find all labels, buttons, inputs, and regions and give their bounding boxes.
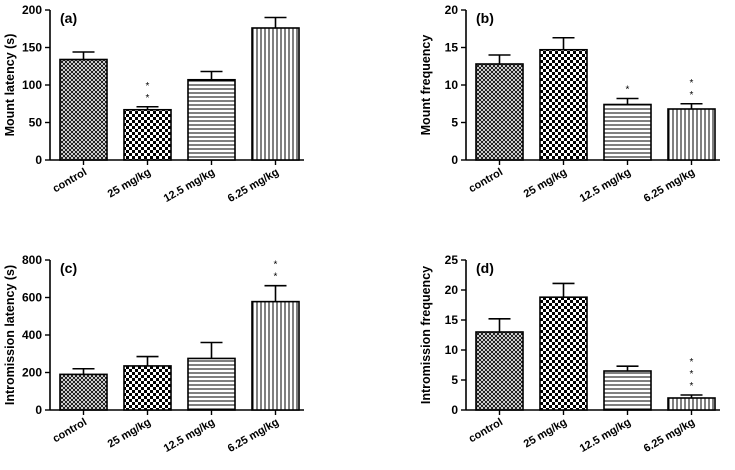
- y-tick-label: 400: [22, 328, 42, 342]
- category-label: 12.5 mg/kg: [162, 166, 217, 205]
- significance-star: *: [690, 357, 694, 368]
- significance-star: *: [690, 78, 694, 89]
- bar: [123, 365, 172, 411]
- bar: [475, 63, 524, 161]
- y-axis-label: Mount frequency: [419, 35, 433, 136]
- y-tick-label: 200: [22, 3, 42, 17]
- significance-star: *: [690, 369, 694, 380]
- significance-star: *: [690, 90, 694, 101]
- bar: [251, 27, 300, 161]
- category-label: control: [467, 166, 505, 195]
- category-label: 25 mg/kg: [522, 166, 569, 200]
- panel-a: 0 50 100 150 200 Mount latency (s) (a) control 2…: [3, 3, 304, 205]
- category-label: 6.25 mg/kg: [226, 166, 281, 205]
- y-tick-label: 5: [451, 116, 458, 130]
- bar: [187, 78, 236, 161]
- bar: [59, 373, 108, 411]
- significance-star: *: [274, 272, 278, 283]
- bar: [603, 370, 652, 411]
- y-tick-label: 15: [445, 41, 459, 55]
- category-label: 12.5 mg/kg: [162, 416, 217, 455]
- bar: [539, 296, 588, 411]
- significance-star: *: [146, 81, 150, 92]
- panel-label: (b): [476, 10, 494, 26]
- panel-label: (d): [476, 260, 494, 276]
- y-tick-label: 100: [22, 78, 42, 92]
- category-label: 25 mg/kg: [106, 416, 153, 450]
- category-label: 6.25 mg/kg: [226, 416, 281, 455]
- y-tick-label: 200: [22, 366, 42, 380]
- bar: [59, 58, 108, 161]
- y-tick-label: 150: [22, 41, 42, 55]
- panel-label: (a): [60, 10, 77, 26]
- category-label: control: [51, 166, 89, 195]
- bar: [475, 331, 524, 411]
- y-tick-label: 25: [445, 253, 459, 267]
- category-label: control: [51, 416, 89, 445]
- y-tick-label: 0: [451, 153, 458, 167]
- bar: [187, 357, 236, 411]
- y-tick-label: 0: [451, 403, 458, 417]
- bar: [603, 103, 652, 161]
- category-label: control: [467, 416, 505, 445]
- bar: [123, 108, 172, 161]
- y-tick-label: 600: [22, 291, 42, 305]
- category-label: 25 mg/kg: [522, 416, 569, 450]
- y-tick-label: 800: [22, 253, 42, 267]
- y-tick-label: 20: [445, 283, 459, 297]
- significance-star: *: [690, 381, 694, 392]
- y-axis-label: Intromission latency (s): [3, 265, 17, 405]
- significance-star: *: [274, 260, 278, 271]
- category-label: 6.25 mg/kg: [642, 416, 697, 455]
- category-label: 6.25 mg/kg: [642, 166, 697, 205]
- category-label: 12.5 mg/kg: [578, 166, 633, 205]
- y-tick-label: 20: [445, 3, 459, 17]
- bar: [667, 108, 716, 161]
- y-tick-label: 50: [29, 116, 43, 130]
- category-label: 12.5 mg/kg: [578, 416, 633, 455]
- category-label: 25 mg/kg: [106, 166, 153, 200]
- y-axis-label: Mount latency (s): [3, 34, 17, 137]
- panel-c: 0 200 400 600 800 Intromission latency (s) (c)…: [3, 253, 304, 455]
- bar: [667, 397, 716, 411]
- bar: [251, 300, 300, 411]
- panel-label: (c): [60, 260, 77, 276]
- y-tick-label: 15: [445, 313, 459, 327]
- panel-d: 0 5 10 15 20 25 Intromission frequency (d) contr…: [419, 253, 720, 455]
- y-tick-label: 0: [35, 403, 42, 417]
- y-axis-label: Intromission frequency: [419, 266, 433, 404]
- significance-star: *: [146, 93, 150, 104]
- panel-b: 0 5 10 15 20 Mount frequency (b) control 25 mg/k…: [419, 3, 720, 205]
- y-tick-label: 10: [445, 78, 459, 92]
- y-tick-label: 10: [445, 343, 459, 357]
- bar: [539, 48, 588, 161]
- y-tick-label: 5: [451, 373, 458, 387]
- y-tick-label: 0: [35, 153, 42, 167]
- significance-star: *: [626, 85, 630, 96]
